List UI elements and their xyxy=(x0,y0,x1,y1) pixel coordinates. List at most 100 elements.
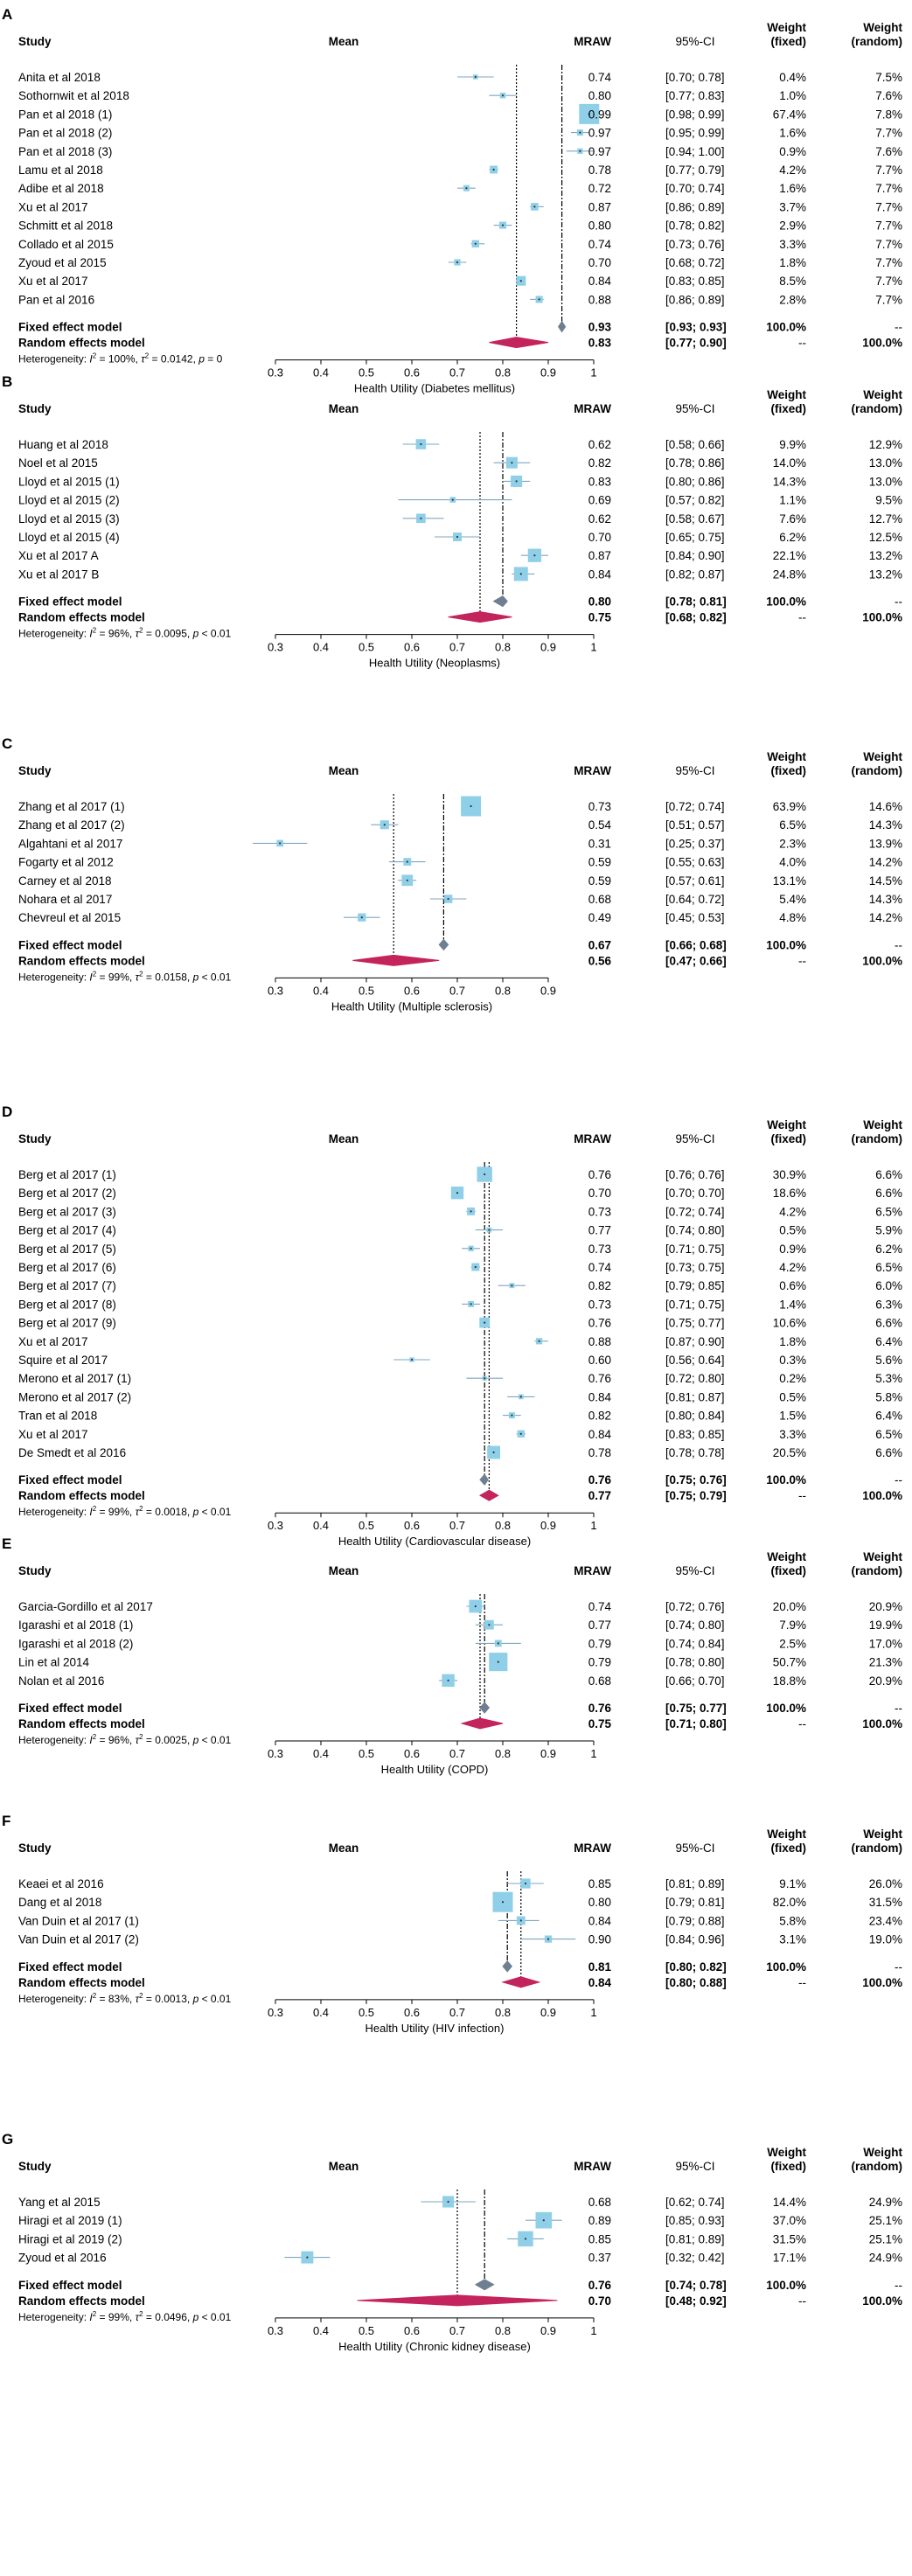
panel-e-row-4-weight-random: 21.3% xyxy=(869,1656,902,1669)
panel-e-random-ci: [0.71; 0.80] xyxy=(665,1717,727,1730)
panel-a-x-tick-label-3: 0.5 xyxy=(359,366,374,379)
panel-g-row-3-mraw: 0.85 xyxy=(588,2232,611,2245)
panel-d-row-11-weight-fixed: 0.3% xyxy=(779,1354,806,1367)
panel-b-row-4-mraw: 0.69 xyxy=(588,494,611,507)
panel-g-header-ci: 95%-CI xyxy=(675,2160,714,2173)
panel-c-fixed-weight-fixed: 100.0% xyxy=(766,938,806,951)
panel-d-row-6-study-name: Berg et al 2017 (6) xyxy=(18,1261,116,1274)
panel-a-fixed-mraw: 0.93 xyxy=(588,321,612,334)
panel-a-row-11-ci: [0.68; 0.72] xyxy=(665,256,725,269)
panel-b-row-6-ci: [0.65; 0.75] xyxy=(665,531,725,544)
panel-f-header-study: Study xyxy=(18,1841,52,1855)
panel-b-row-7-study-name: Xu et al 2017 A xyxy=(18,549,99,562)
panel-d-row-6-weight-random: 6.5% xyxy=(875,1261,902,1274)
panel-e-row-4-mraw: 0.79 xyxy=(588,1656,611,1669)
panel-a-row-3-mraw: 0.99 xyxy=(588,108,611,121)
panel-b-random-label: Random effects model xyxy=(18,611,145,624)
panel-b-row-4-weight-fixed: 1.1% xyxy=(779,494,806,507)
panel-g-row-3-ci: [0.81; 0.89] xyxy=(665,2232,725,2245)
panel-d-row-14-ci: [0.80; 0.84] xyxy=(665,1410,725,1423)
panel-d-random-weight-fixed: -- xyxy=(798,1489,806,1502)
panel-a-row-13-mraw: 0.88 xyxy=(588,293,611,306)
panel-c-random-diamond xyxy=(352,954,440,966)
panel-a-header-mraw: MRAW xyxy=(574,35,611,48)
panel-a-header-mean: Mean xyxy=(329,35,359,48)
panel-c-x-tick-label-3: 0.5 xyxy=(359,984,374,997)
panel-e-row-4-ci: [0.78; 0.80] xyxy=(665,1656,725,1669)
panel-g-header-mraw: MRAW xyxy=(574,2160,611,2173)
panel-g-row-4-ci: [0.32; 0.42] xyxy=(665,2252,725,2265)
panel-e-row-4-study-name: Lin et al 2014 xyxy=(18,1656,90,1669)
panel-a-row-4-study-name: Pan et al 2018 (2) xyxy=(18,127,112,140)
panel-b-row-7-weight-fixed: 22.1% xyxy=(773,549,806,562)
panel-g-header-study: Study xyxy=(18,2160,52,2173)
panel-d-row-7-mraw: 0.82 xyxy=(588,1279,611,1292)
panel-a-row-4-weight-random: 7.7% xyxy=(875,127,902,140)
panel-a-row-1-weight-random: 7.5% xyxy=(875,71,902,84)
panel-b-row-1-mraw: 0.62 xyxy=(588,438,611,451)
panel-c-row-6-weight-random: 14.3% xyxy=(869,893,902,906)
panel-a-x-tick-label-5: 0.7 xyxy=(449,366,465,379)
panel-a-row-1-mraw: 0.74 xyxy=(588,71,612,84)
panel-d-x-axis-label: Health Utility (Cardiovascular disease) xyxy=(338,1535,531,1548)
panel-a-row-4-ci: [0.95; 0.99] xyxy=(665,127,725,140)
panel-d-header-mraw: MRAW xyxy=(574,1132,611,1145)
panel-b-x-tick-label-7: 0.9 xyxy=(540,641,556,654)
panel-g-row-1-ci: [0.62; 0.74] xyxy=(665,2196,725,2209)
panel-d-row-12-mraw: 0.76 xyxy=(588,1372,611,1385)
panel-a-row-10-mraw: 0.74 xyxy=(588,238,612,251)
panel-a-row-10-weight-fixed: 3.3% xyxy=(779,238,806,251)
panel-a-fixed-label: Fixed effect model xyxy=(18,321,122,334)
panel-b-random-mraw: 0.75 xyxy=(588,611,612,624)
panel-e-random-weight-random: 100.0% xyxy=(862,1717,902,1730)
panel-f-x-tick-label-2: 0.4 xyxy=(313,2006,329,2019)
panel-a-fixed-weight-fixed: 100.0% xyxy=(766,321,806,334)
panel-d-row-3-ci: [0.72; 0.74] xyxy=(665,1205,725,1218)
panel-a-row-6-mraw: 0.78 xyxy=(588,164,611,177)
panel-a-random-diamond xyxy=(489,337,549,349)
panel-a-row-9-weight-fixed: 2.9% xyxy=(779,219,806,233)
panel-d-row-7-weight-random: 6.0% xyxy=(875,1279,902,1292)
panel-a-row-13-point-estimate xyxy=(538,298,540,301)
panel-e-row-1-point-estimate xyxy=(474,1605,477,1608)
panel-b-row-2-weight-random: 13.0% xyxy=(869,456,902,470)
panel-d-row-4-ci: [0.74; 0.80] xyxy=(665,1224,725,1237)
panel-e-row-4-weight-fixed: 50.7% xyxy=(773,1656,806,1669)
panel-f-heterogeneity: Heterogeneity: I2 = 83%, τ2 = 0.0013, p … xyxy=(18,1992,232,2005)
panel-b-row-5-point-estimate xyxy=(420,517,422,519)
panel-d-row-7-ci: [0.79; 0.85] xyxy=(665,1279,725,1292)
panel-d-row-16-weight-fixed: 20.5% xyxy=(773,1446,806,1459)
panel-a-row-2-weight-random: 7.6% xyxy=(875,89,902,102)
panel-g-header-weight-fixed-1: Weight xyxy=(767,2146,806,2159)
panel-d-row-15-point-estimate xyxy=(519,1432,522,1435)
panel-d-random-weight-random: 100.0% xyxy=(862,1489,902,1502)
panel-e-row-1-ci: [0.72; 0.76] xyxy=(665,1600,725,1613)
panel-a-row-11-study-name: Zyoud et al 2015 xyxy=(18,256,107,269)
panel-b-row-3-study-name: Lloyd et al 2015 (1) xyxy=(18,475,120,488)
panel-c-random-mraw: 0.56 xyxy=(588,954,612,967)
panel-a-row-13-weight-fixed: 2.8% xyxy=(779,293,806,306)
panel-c-random-weight-fixed: -- xyxy=(798,954,806,967)
panel-g-random-mraw: 0.70 xyxy=(588,2294,611,2308)
panel-a-header-weight-fixed-2: (fixed) xyxy=(771,35,807,48)
panel-e-x-tick-label-1: 0.3 xyxy=(268,1747,283,1760)
panel-a-header-ci: 95%-CI xyxy=(675,35,714,48)
panel-b-row-5-mraw: 0.62 xyxy=(588,512,611,526)
panel-a-row-3-study-name: Pan et al 2018 (1) xyxy=(18,108,112,121)
panel-g-x-tick-label-7: 0.9 xyxy=(540,2324,556,2337)
panel-c-row-7-ci: [0.45; 0.53] xyxy=(665,911,725,924)
panel-a-row-11-mraw: 0.70 xyxy=(588,256,611,269)
panel-f-row-2-ci: [0.79; 0.81] xyxy=(665,1896,725,1909)
panel-g-row-2-mraw: 0.89 xyxy=(588,2214,611,2227)
panel-d-row-6-weight-fixed: 4.2% xyxy=(779,1261,806,1274)
panel-a-row-7-weight-fixed: 1.6% xyxy=(779,182,806,195)
panel-a-row-12-ci: [0.83; 0.85] xyxy=(665,275,725,288)
panel-f-x-tick-label-5: 0.7 xyxy=(449,2006,465,2019)
panel-b-row-5-study-name: Lloyd et al 2015 (3) xyxy=(18,512,120,526)
panel-e-fixed-ci: [0.75; 0.77] xyxy=(665,1702,727,1715)
panel-d-row-16-study-name: De Smedt et al 2016 xyxy=(18,1446,126,1459)
panel-a-row-2-mraw: 0.80 xyxy=(588,89,611,102)
panel-c-row-2-study-name: Zhang et al 2017 (2) xyxy=(18,818,125,832)
panel-b-header-mean: Mean xyxy=(329,402,359,415)
panel-b-row-3-weight-random: 13.0% xyxy=(869,475,902,488)
